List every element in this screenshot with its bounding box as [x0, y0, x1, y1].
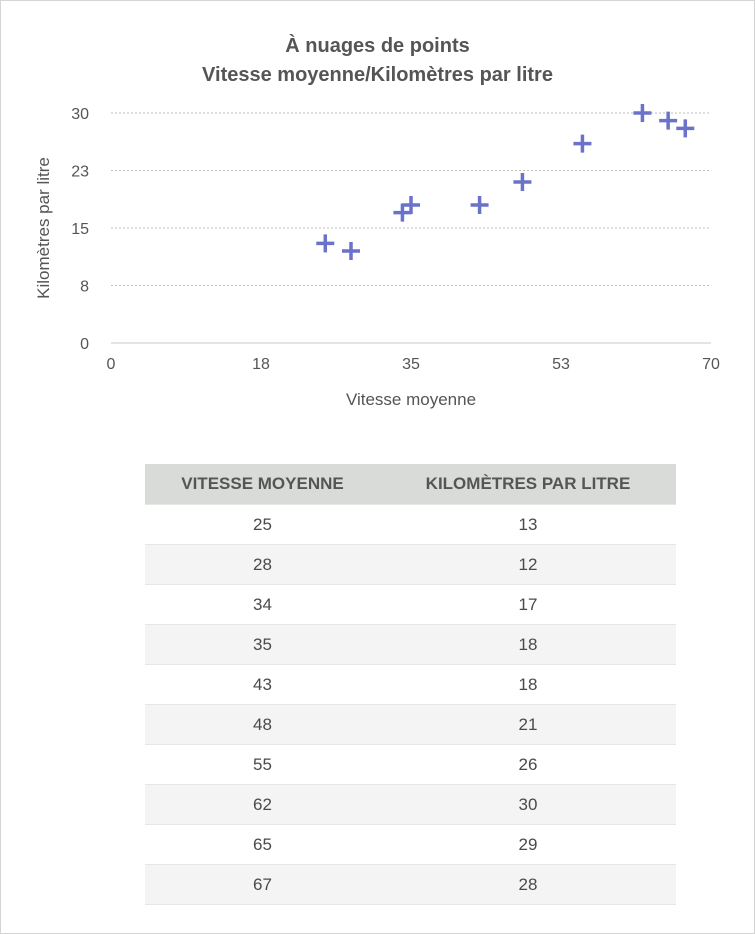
table-cell-speed: 65	[145, 824, 380, 865]
data-point	[659, 111, 678, 130]
table-cell-speed: 35	[145, 624, 380, 665]
table-cell-km-per-litre: 29	[380, 824, 676, 865]
data-point	[633, 104, 652, 122]
table-cell-speed: 34	[145, 584, 380, 625]
table-cell-speed: 43	[145, 664, 380, 705]
table-cell-km-per-litre: 28	[380, 864, 676, 905]
column-header-km-per-litre: KILOMÈTRES PAR LITRE	[380, 464, 676, 505]
table-cell-speed: 62	[145, 784, 380, 825]
data-point	[470, 196, 489, 214]
table-cell-km-per-litre: 18	[380, 624, 676, 665]
data-point	[573, 134, 592, 153]
table-cell-speed: 28	[145, 544, 380, 585]
table-cell-km-per-litre: 30	[380, 784, 676, 825]
table-cell-speed: 48	[145, 704, 380, 745]
table-row: 55 26	[145, 744, 676, 785]
data-point	[316, 234, 335, 253]
x-tick-label: 35	[402, 356, 420, 373]
x-tick-label: 18	[252, 356, 270, 373]
y-tick-label: 8	[80, 279, 89, 296]
table-row: 34 17	[145, 584, 676, 625]
table-cell-speed: 67	[145, 864, 380, 905]
table-row: 43 18	[145, 664, 676, 705]
x-tick-label: 0	[107, 356, 116, 373]
x-tick-label: 53	[552, 356, 570, 373]
chart-subtitle: Vitesse moyenne/Kilomètres par litre	[202, 64, 553, 86]
data-table: VITESSE MOYENNE KILOMÈTRES PAR LITRE 25 …	[145, 464, 676, 905]
y-tick-label: 30	[71, 106, 89, 123]
y-axis-ticks: 0 8 15 23 30	[71, 106, 89, 353]
table-row: 67 28	[145, 864, 676, 905]
table-header-row: VITESSE MOYENNE KILOMÈTRES PAR LITRE	[145, 464, 676, 505]
table-row: 25 13	[145, 504, 676, 545]
y-tick-label: 23	[71, 164, 89, 181]
table-cell-km-per-litre: 17	[380, 584, 676, 625]
data-point	[676, 119, 695, 138]
table-cell-km-per-litre: 13	[380, 504, 676, 545]
x-tick-label: 70	[702, 356, 720, 373]
chart-title: À nuages de points	[285, 35, 470, 57]
data-point	[342, 242, 360, 260]
table-row: 28 12	[145, 544, 676, 585]
column-header-speed: VITESSE MOYENNE	[145, 464, 380, 505]
y-axis-title: Kilomètres par litre	[34, 157, 53, 299]
table-row: 35 18	[145, 624, 676, 665]
table-row: 62 30	[145, 784, 676, 825]
table-cell-km-per-litre: 21	[380, 704, 676, 745]
table-cell-speed: 55	[145, 744, 380, 785]
table-cell-km-per-litre: 12	[380, 544, 676, 585]
grid-lines	[111, 112, 711, 344]
table-cell-km-per-litre: 18	[380, 664, 676, 705]
y-tick-label: 15	[71, 221, 89, 238]
x-axis-ticks: 0 18 35 53 70	[107, 356, 720, 373]
data-point	[402, 196, 420, 214]
table-row: 65 29	[145, 824, 676, 865]
table-cell-km-per-litre: 26	[380, 744, 676, 785]
x-axis-title: Vitesse moyenne	[346, 390, 476, 409]
table-row: 48 21	[145, 704, 676, 745]
data-point	[513, 173, 532, 191]
y-tick-label: 0	[80, 336, 89, 353]
data-points	[316, 104, 695, 260]
table-cell-speed: 25	[145, 504, 380, 545]
scatter-plot: 0 8 15 23 30 0 18 35 53 70 Vitesse moyenne Kilom…	[34, 104, 720, 409]
